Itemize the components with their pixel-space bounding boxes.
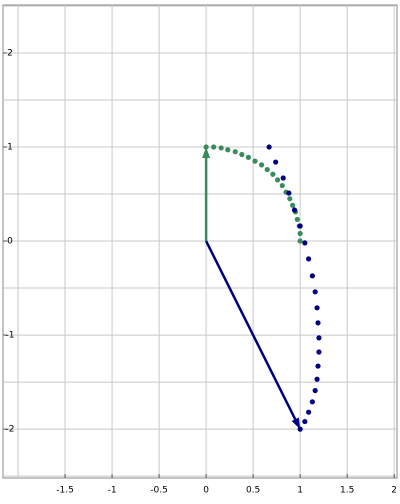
point bbox=[312, 387, 318, 394]
arrow-shaft bbox=[204, 240, 297, 420]
point bbox=[225, 147, 231, 153]
point bbox=[302, 418, 308, 425]
y-tick-label: -2 bbox=[6, 425, 15, 435]
point bbox=[218, 145, 224, 151]
point bbox=[316, 335, 322, 341]
point bbox=[280, 175, 286, 181]
x-tick-label: -1 bbox=[108, 486, 117, 496]
x-tick-label: 1 bbox=[297, 486, 303, 496]
point bbox=[286, 190, 292, 196]
point bbox=[309, 399, 315, 405]
point bbox=[315, 363, 321, 369]
point bbox=[315, 320, 321, 326]
point bbox=[291, 207, 298, 213]
arrow-head bbox=[291, 417, 301, 430]
x-tick-label: -0.5 bbox=[150, 486, 168, 496]
point bbox=[297, 426, 303, 432]
x-tick-label: 0.5 bbox=[246, 486, 260, 496]
point bbox=[306, 409, 312, 415]
point bbox=[252, 158, 258, 164]
point bbox=[203, 144, 209, 150]
point bbox=[306, 256, 312, 262]
point bbox=[302, 240, 308, 246]
point bbox=[239, 151, 245, 158]
point bbox=[314, 376, 320, 382]
x-tick-label: 1.5 bbox=[340, 486, 354, 496]
point bbox=[274, 177, 281, 183]
point bbox=[264, 166, 270, 173]
arrow-head bbox=[202, 146, 211, 158]
x-tick-label: 0 bbox=[203, 486, 209, 496]
point bbox=[279, 182, 285, 189]
x-tick-label: 2 bbox=[391, 486, 397, 496]
point bbox=[297, 238, 303, 244]
point bbox=[245, 154, 252, 160]
point bbox=[211, 144, 217, 150]
point bbox=[312, 289, 318, 295]
point bbox=[290, 202, 296, 208]
y-tick-label: 0 bbox=[7, 237, 13, 247]
x-tick-label: -1.5 bbox=[56, 486, 74, 496]
point bbox=[287, 196, 293, 202]
y-tick-label: 1 bbox=[7, 142, 13, 152]
y-tick-label: -1 bbox=[6, 331, 15, 341]
point bbox=[297, 223, 303, 229]
point bbox=[266, 144, 272, 150]
point bbox=[314, 305, 320, 311]
point bbox=[309, 273, 315, 279]
y-tick-label: 2 bbox=[7, 48, 13, 58]
point bbox=[258, 162, 265, 168]
point bbox=[297, 230, 303, 237]
point bbox=[273, 159, 279, 165]
point bbox=[270, 171, 276, 177]
point bbox=[316, 349, 322, 355]
point bbox=[232, 149, 238, 155]
point bbox=[294, 216, 300, 223]
